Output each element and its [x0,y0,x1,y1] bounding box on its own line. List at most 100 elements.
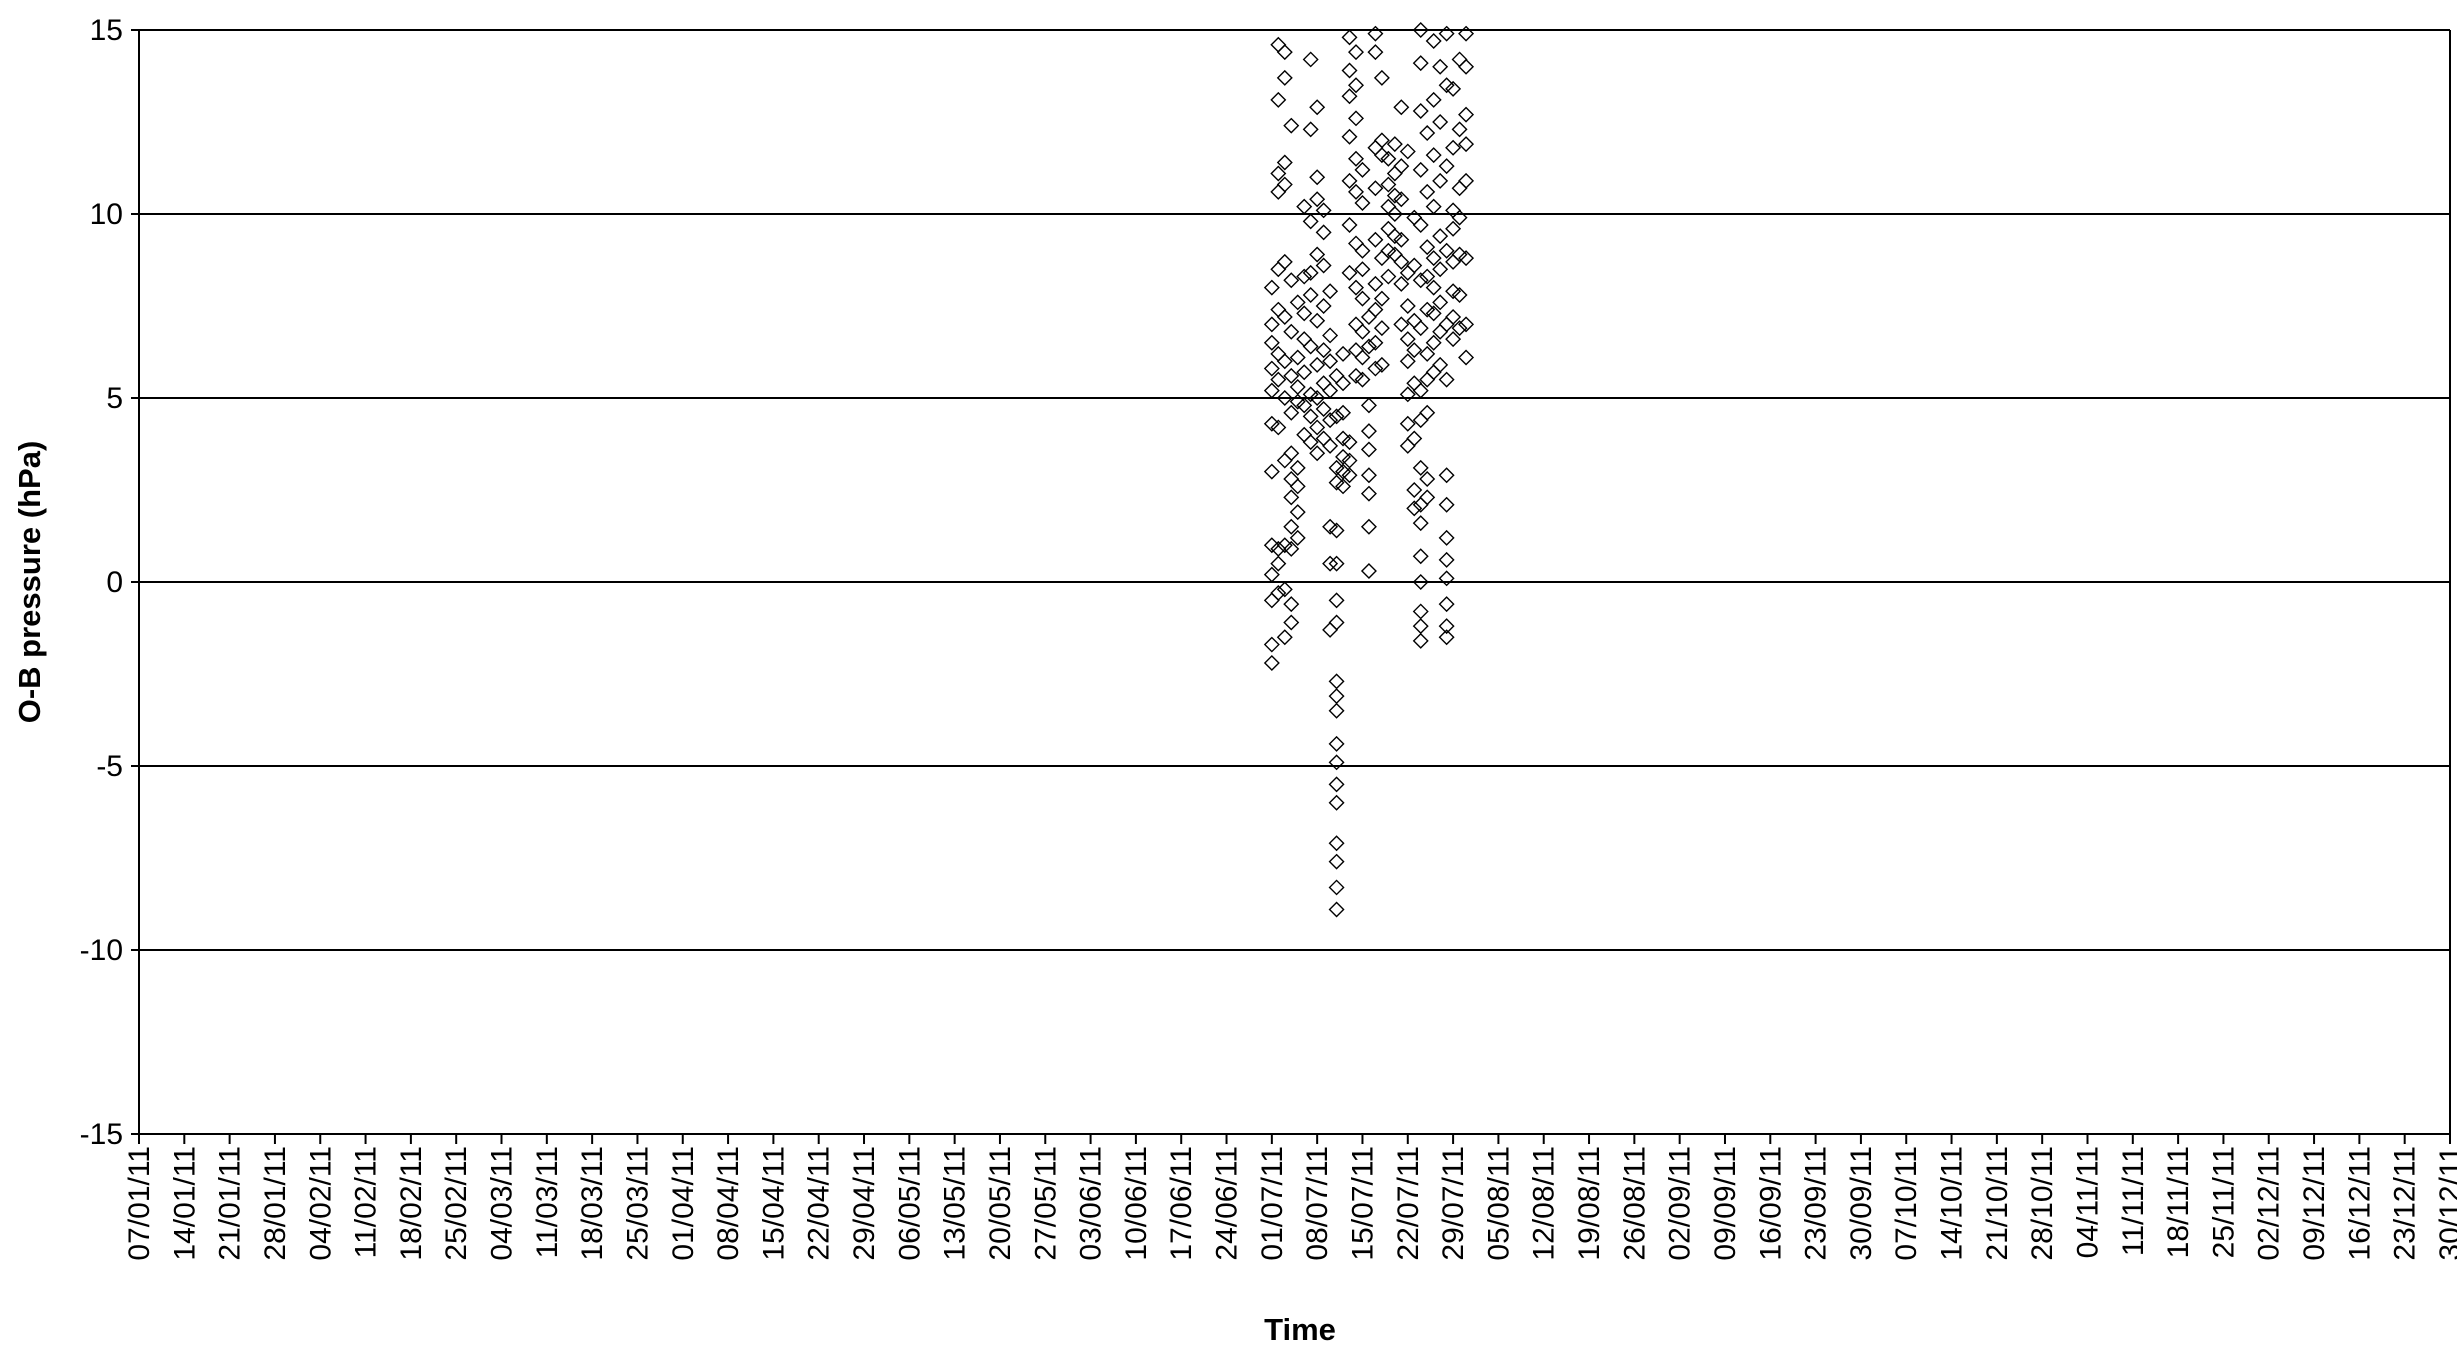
data-point [1445,331,1462,348]
data-point [1276,309,1293,326]
data-point [1309,191,1326,208]
data-point [1276,154,1293,171]
data-point [1412,618,1429,635]
x-tick-label: 06/05/11 [893,1146,926,1261]
data-point [1432,172,1449,189]
data-point [1380,150,1397,167]
data-point [1438,158,1455,175]
data-point [1276,176,1293,193]
x-tick-label: 18/02/11 [395,1146,428,1261]
x-axis-title: Time [1264,1312,1336,1347]
x-tick-label: 11/03/11 [531,1146,564,1258]
data-point [1341,128,1358,145]
data-point [1438,629,1455,646]
data-point [1360,485,1377,502]
data-point [1270,91,1287,108]
data-point [1419,268,1436,285]
data-point [1328,555,1345,572]
x-tick-label: 08/07/11 [1301,1146,1334,1261]
x-tick-label: 03/06/11 [1075,1146,1108,1261]
data-point [1276,581,1293,598]
data-point [1315,342,1332,359]
x-tick-label: 02/09/11 [1664,1146,1697,1261]
data-point [1367,275,1384,292]
data-point [1302,408,1319,425]
data-point [1276,390,1293,406]
data-point [1367,231,1384,248]
data-point [1445,220,1462,237]
data-point [1393,316,1410,333]
data-point [1341,467,1358,484]
x-tick-label: 25/02/11 [440,1146,473,1261]
data-point [1438,596,1455,613]
y-tick-labels: -15 -10 -5 0 5 10 15 [80,14,123,1151]
data-point [1432,356,1449,373]
data-point [1393,253,1410,270]
data-point [1341,434,1358,451]
data-point [1341,452,1358,469]
data-point [1289,294,1306,311]
y-tick-label: -5 [96,750,123,783]
data-point [1367,180,1384,197]
data-point [1393,158,1410,175]
data-point [1296,397,1313,414]
data-point [1335,345,1352,362]
data-point [1419,345,1436,362]
data-point [1276,44,1293,61]
data-point [1412,102,1429,119]
data-point [1425,147,1442,164]
data-point [1425,250,1442,267]
data-point [1283,323,1300,340]
x-tick-label: 16/12/11 [2343,1146,2376,1261]
x-tick-label: 29/04/11 [848,1146,881,1261]
data-point [1289,478,1306,495]
x-tick-label: 18/03/11 [576,1146,609,1261]
data-point [1348,44,1364,61]
data-point [1367,360,1384,377]
x-tick-label: 26/08/11 [1618,1146,1651,1261]
data-point [1354,261,1371,278]
data-point [1458,250,1475,267]
data-point [1296,305,1313,322]
data-point [1412,382,1429,399]
data-point [1386,206,1403,222]
data-point [1263,334,1280,351]
data-point [1360,441,1377,458]
data-point [1283,445,1300,462]
data-point [1438,371,1455,388]
data-point [1367,301,1384,318]
data-point [1276,253,1293,270]
data-point [1283,614,1300,631]
data-point [1432,294,1449,311]
data-point [1425,279,1442,296]
data-point [1412,320,1429,337]
x-tick-label: 04/02/11 [304,1146,337,1261]
data-point [1399,415,1416,432]
data-point [1360,423,1377,440]
data-point [1425,198,1442,215]
data-point [1451,320,1468,337]
data-point [1302,286,1319,303]
data-point [1348,279,1364,296]
data-point [1386,136,1403,153]
x-tick-label: 12/08/11 [1528,1146,1561,1261]
data-point [1438,551,1455,568]
x-tick-label: 02/12/11 [2253,1146,2286,1261]
data-point [1302,264,1319,281]
data-point [1373,290,1390,307]
data-point [1438,25,1455,42]
data-point [1328,879,1345,896]
data-point [1412,515,1429,532]
x-tick-label: 07/10/11 [1890,1146,1923,1261]
data-point [1309,99,1326,116]
data-point [1438,529,1455,546]
data-point [1276,69,1293,86]
data-point [1445,139,1462,156]
data-point [1412,22,1429,38]
data-point [1302,121,1319,138]
data-point [1296,198,1313,215]
data-point [1315,401,1332,418]
data-point [1367,44,1384,61]
data-point [1322,382,1339,399]
x-tick-label: 01/04/11 [667,1146,700,1261]
